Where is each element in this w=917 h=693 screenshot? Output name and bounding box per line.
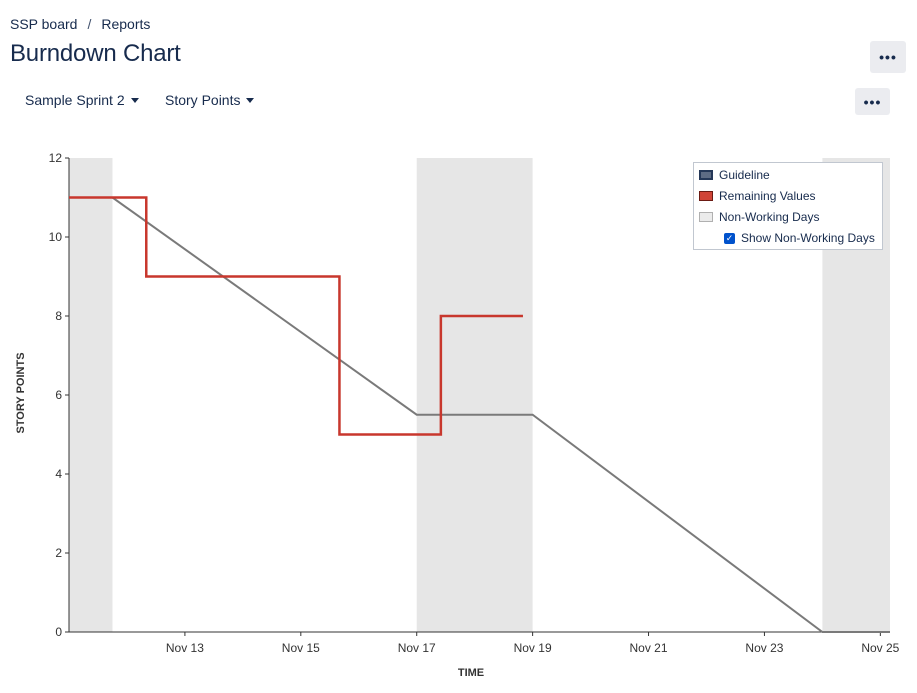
sprint-select-value: Sample Sprint 2: [25, 92, 125, 108]
y-tick-label: 10: [49, 230, 63, 244]
breadcrumb-reports-link[interactable]: Reports: [101, 16, 151, 32]
non-working-days-swatch: [699, 212, 713, 222]
more-icon: •••: [863, 93, 882, 110]
sprint-select[interactable]: Sample Sprint 2: [25, 88, 139, 112]
legend-item-remaining-values: Remaining Values: [699, 188, 816, 204]
x-tick-label: Nov 23: [745, 641, 783, 655]
x-tick-label: Nov 19: [514, 641, 552, 655]
breadcrumb: SSP board / Reports: [10, 16, 150, 32]
estimation-statistic-value: Story Points: [165, 92, 241, 108]
legend-label-non-working-days: Non-Working Days: [719, 210, 820, 224]
guideline-swatch: [699, 170, 713, 180]
y-tick-label: 0: [55, 625, 62, 639]
x-tick-label: Nov 15: [282, 641, 320, 655]
checkbox-checked-icon[interactable]: ✓: [724, 232, 735, 244]
show-non-working-days-toggle[interactable]: ✓ Show Non-Working Days: [724, 230, 875, 246]
show-non-working-days-label: Show Non-Working Days: [741, 231, 875, 245]
legend-item-guideline: Guideline: [699, 167, 770, 183]
y-tick-label: 4: [55, 467, 62, 481]
y-tick-label: 2: [55, 546, 62, 560]
remaining-values-swatch: [699, 191, 713, 201]
caret-down-icon: [130, 97, 139, 103]
legend-label-remaining-values: Remaining Values: [719, 189, 816, 203]
y-tick-label: 8: [55, 309, 62, 323]
non-working-day-band: [416, 158, 533, 632]
chart-more-actions-button[interactable]: •••: [855, 88, 890, 115]
non-working-day-band: [69, 158, 113, 632]
y-tick-label: 6: [55, 388, 62, 402]
legend-label-guideline: Guideline: [719, 168, 770, 182]
y-axis-title: STORY POINTS: [15, 352, 27, 433]
x-axis-title: TIME: [458, 667, 484, 679]
header-more-actions-button[interactable]: •••: [870, 41, 906, 73]
x-tick-label: Nov 21: [630, 641, 668, 655]
more-icon: •••: [879, 49, 897, 65]
caret-down-icon: [246, 97, 255, 103]
y-tick-label: 12: [49, 151, 63, 165]
x-tick-label: Nov 13: [166, 641, 204, 655]
estimation-statistic-select[interactable]: Story Points: [165, 88, 255, 112]
page-title: Burndown Chart: [10, 40, 181, 67]
chart-legend: Guideline Remaining Values Non-Working D…: [693, 162, 883, 250]
legend-item-non-working-days: Non-Working Days: [699, 209, 819, 225]
x-tick-label: Nov 17: [398, 641, 436, 655]
breadcrumb-board-link[interactable]: SSP board: [10, 16, 78, 32]
x-tick-label: Nov 25: [861, 641, 899, 655]
breadcrumb-separator: /: [87, 16, 92, 32]
remaining-values-series-line: [69, 196, 523, 436]
